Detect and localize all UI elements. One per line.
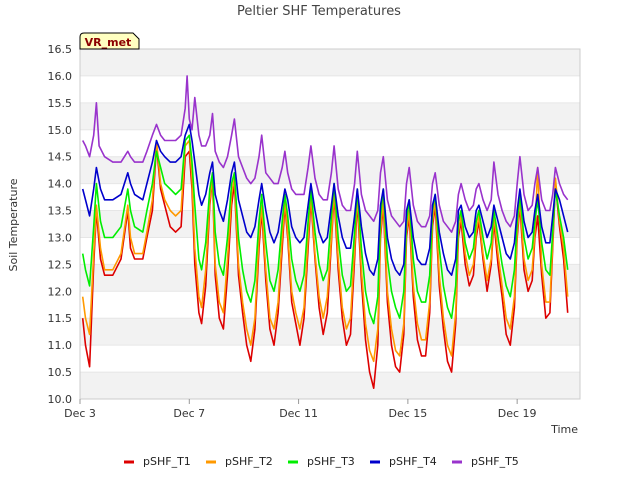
series-line-pshf-t5 [81,75,569,233]
legend-label: pSHF_T4 [389,455,437,468]
series-line-pshf-t4 [81,123,569,276]
legend-label: pSHF_T5 [471,455,519,468]
x-tick-label: Dec 11 [279,407,318,420]
x-tick-label: Dec 19 [498,407,537,420]
x-tick-label: Dec 7 [173,407,205,420]
y-tick-label: 16.0 [48,70,73,83]
plot-frame [79,48,581,400]
y-tick-label: 16.5 [48,43,73,56]
y-tick-label: 10.5 [48,366,73,379]
y-tick-label: 11.0 [48,339,73,352]
x-axis-ticks: Dec 3 Dec 7 Dec 11 Dec 15 Dec 19 [64,399,537,420]
y-tick-label: 13.5 [48,205,73,218]
background-band [80,102,580,130]
y-tick-label: 12.0 [48,285,73,298]
series-line-pshf-t3 [81,134,569,325]
legend-item: pSHF_T2 [206,455,273,468]
legend-label: pSHF_T3 [307,455,355,468]
legend-item: pSHF_T5 [452,455,519,468]
series-layer [81,75,569,389]
y-tick-label: 14.5 [48,151,73,164]
x-tick-label: Dec 3 [64,407,96,420]
vr-met-badge: VR_met [79,32,140,50]
y-tick-label: 12.5 [48,258,73,271]
legend-label: pSHF_T1 [143,455,191,468]
y-tick-label: 14.0 [48,178,73,191]
badge-label: VR_met [85,36,132,49]
y-tick-label: 15.5 [48,97,73,110]
background-band [80,49,580,76]
x-axis-label: Time [550,423,578,436]
x-tick-label: Dec 15 [388,407,427,420]
y-tick-label: 10.0 [48,393,73,406]
legend-item: pSHF_T1 [124,455,191,468]
y-tick-label: 11.5 [48,312,73,325]
background-band [80,318,580,346]
y-tick-label: 13.0 [48,231,73,244]
background-band [80,372,580,399]
y-axis-label: Soil Temperature [7,178,20,271]
y-tick-label: 15.0 [48,124,73,137]
legend-item: pSHF_T4 [370,455,437,468]
chart-title: Peltier SHF Temperatures [237,4,401,19]
badge-box [79,32,140,50]
legend: pSHF_T1 pSHF_T2 pSHF_T3 pSHF_T4 pSHF_T5 [124,455,519,468]
y-axis-ticks: 10.0 10.5 11.0 11.5 12.0 12.5 13.0 13.5 14.0 14.5… [48,43,73,406]
legend-item: pSHF_T3 [288,455,355,468]
legend-label: pSHF_T2 [225,455,273,468]
series-line-pshf-t2 [81,139,569,363]
